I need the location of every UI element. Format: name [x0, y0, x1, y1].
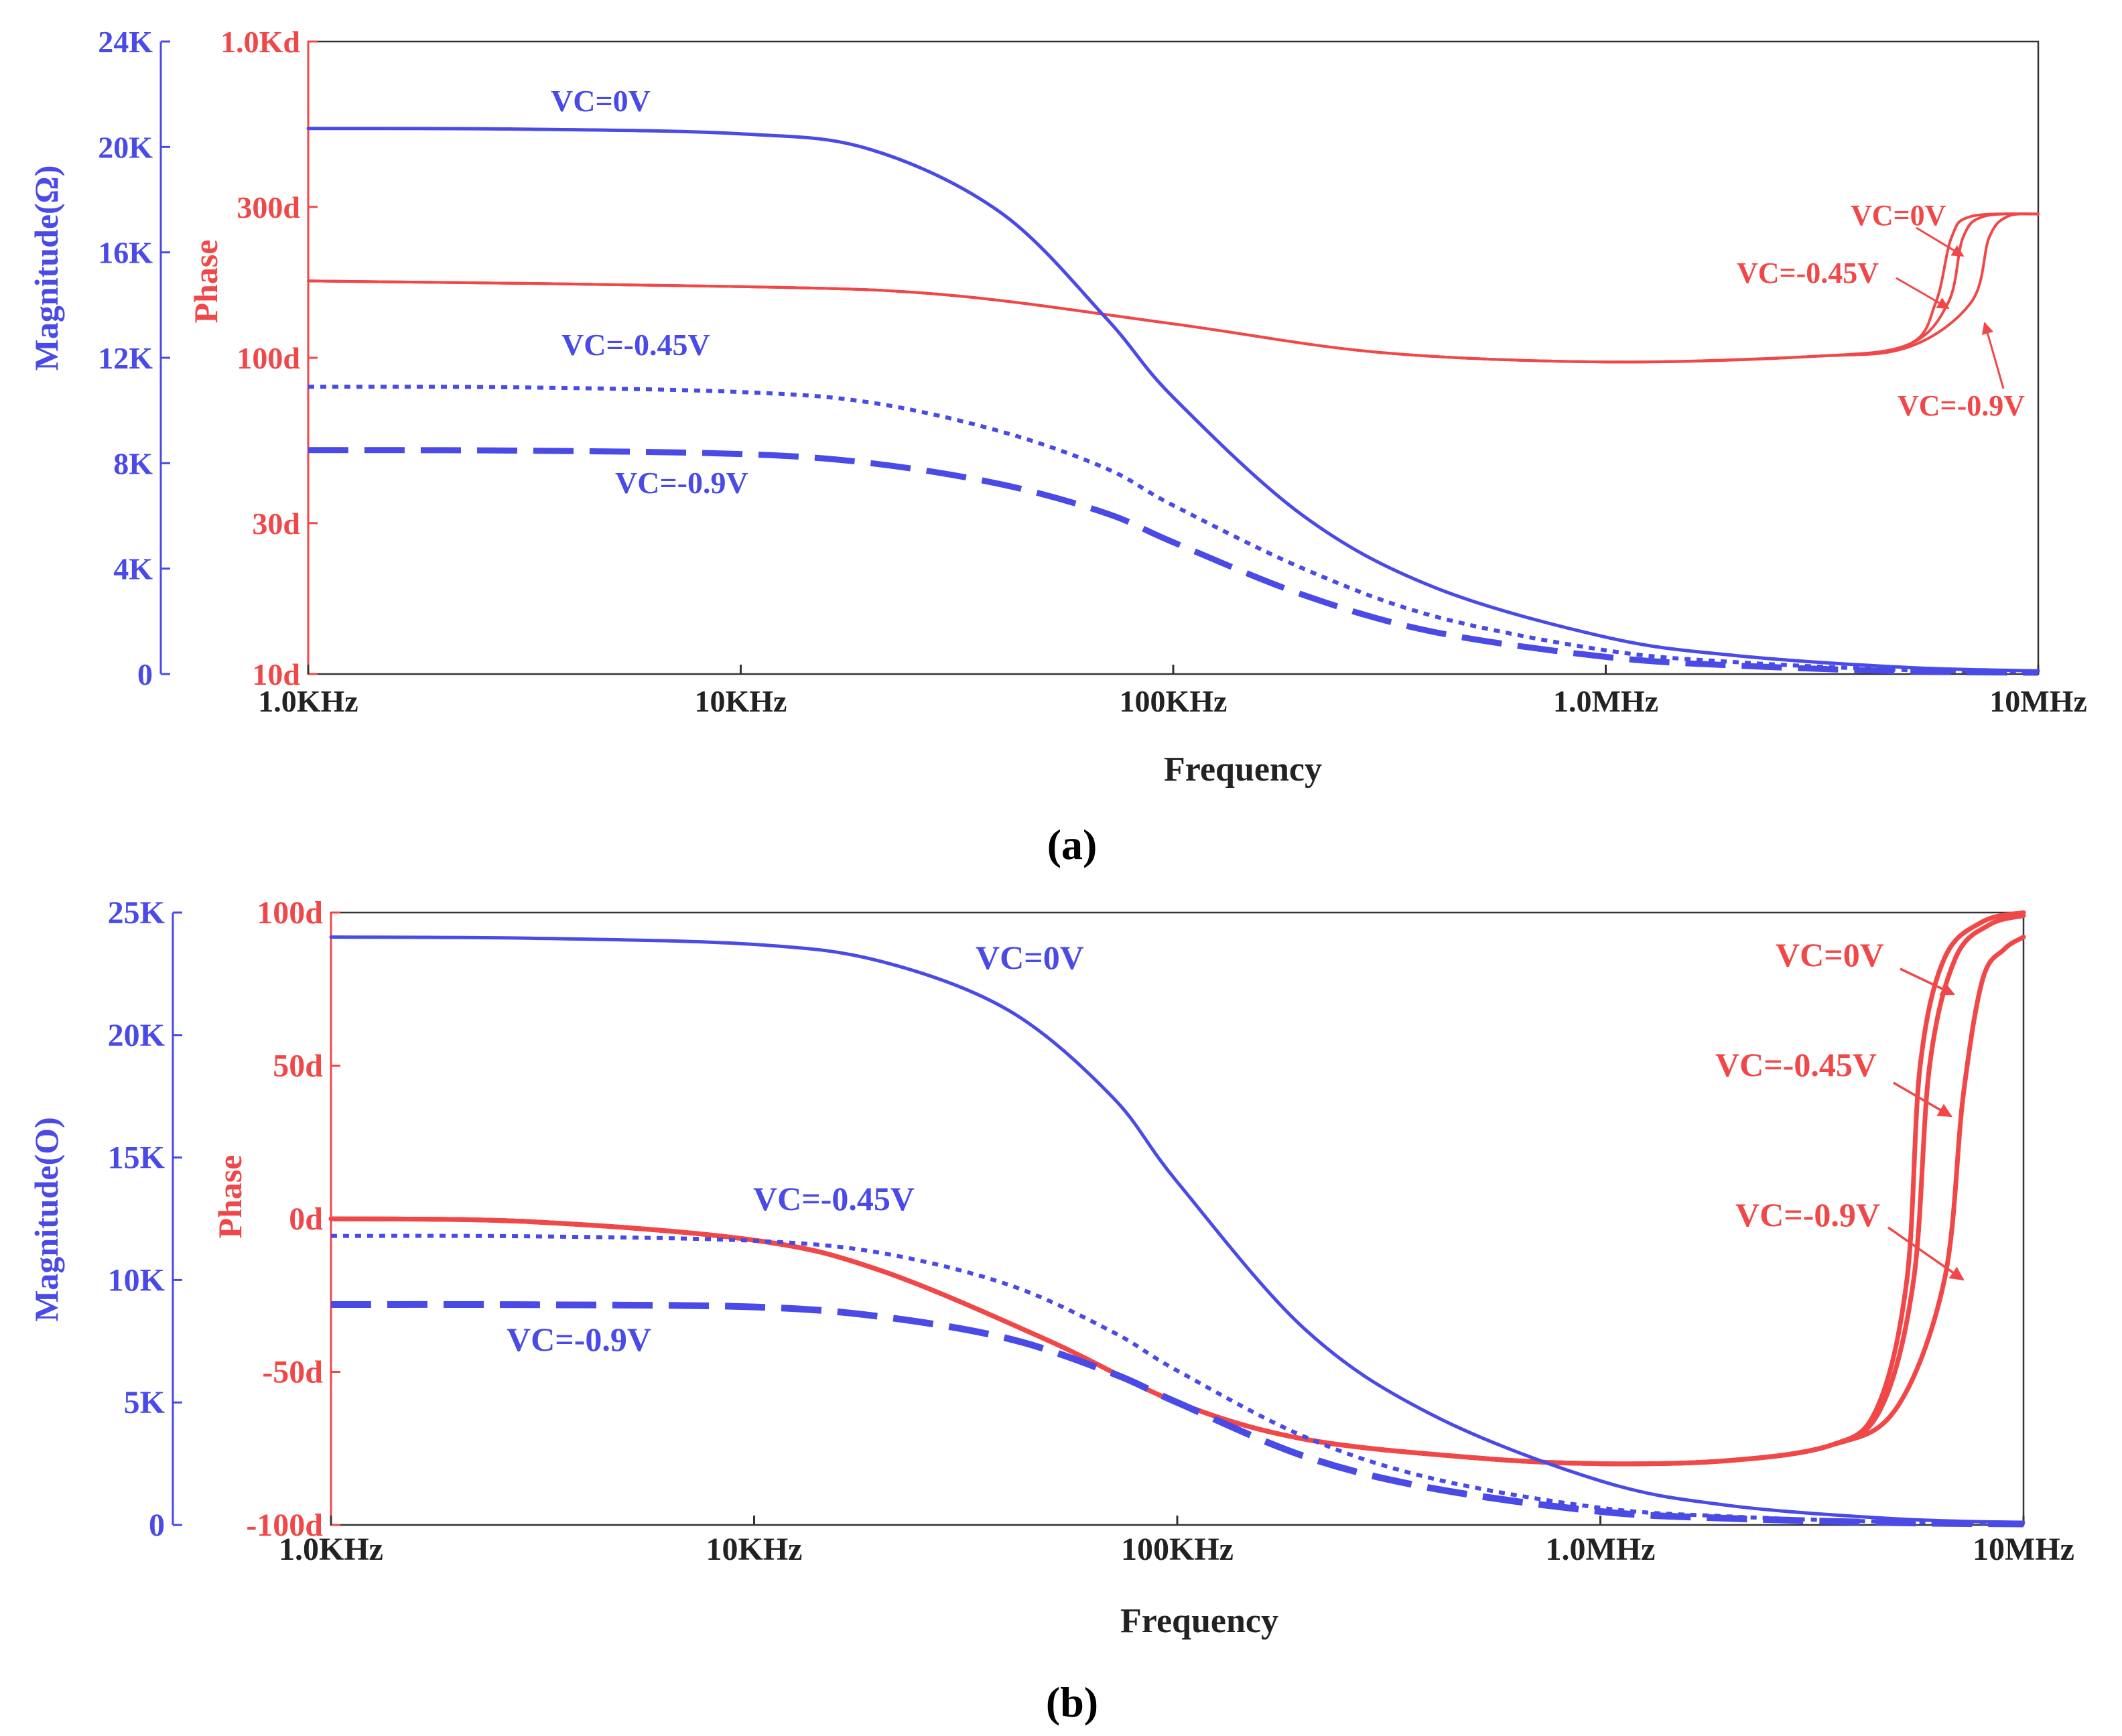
panel-a-magnitude-curve-vc-0-9v	[308, 447, 2039, 676]
panel-b-magnitude-tick-label: 15K	[108, 1140, 165, 1176]
panel-a-magnitude-curve-vc-0v	[306, 127, 2040, 673]
panel-b-frequency-tick-label: 10KHz	[706, 1532, 803, 1567]
panel-a-mag-label-vc09: VC=-0.9V	[615, 466, 748, 500]
panel-a-magnitude-tick-label: 12K	[98, 341, 153, 375]
panel-a-magnitude-tick-label: 8K	[113, 446, 153, 480]
panel-a-magnitude-curve-vc-0-45v	[308, 385, 2039, 674]
panel-b-phase-label-vc09: VC=-0.9V	[1735, 1196, 1880, 1233]
panel-a-phase-tick-label: 300d	[237, 190, 300, 224]
panel-a-phase-tick-label: 1.0Kd	[220, 25, 300, 59]
panel-b-frequency-tick-label: 10MHz	[1973, 1532, 2074, 1567]
panel-a-phase-label-vc0: VC=0V	[1851, 199, 1946, 232]
panel-a-frequency-axis-label: Frequency	[1164, 750, 1322, 789]
panel-a-phase-curve-vc-0-9v	[307, 212, 2040, 364]
panel-b-magnitude-tick-label: 10K	[108, 1262, 165, 1298]
panel-b-phase-tick-label: -100d	[246, 1508, 323, 1543]
panel-b-magnitude-tick-label: 25K	[108, 895, 165, 931]
panel-a-caption: (a)	[1047, 821, 1098, 868]
panel-b-curves	[328, 910, 2026, 1528]
panel-a-frequency-tick-label: 10KHz	[695, 684, 787, 718]
panel-a-frequency-tick-label: 10MHz	[1989, 684, 2087, 718]
panel-b-magnitude-tick-label: 5K	[124, 1385, 165, 1420]
panel-b-magnitude-curve-vc-0v	[329, 935, 2026, 1524]
panel-b-arrow-vc09	[1887, 1226, 1965, 1281]
panel-a-mag-label-vc0: VC=0V	[551, 84, 651, 118]
panel-a: 0 4K 8K 12K 16K 20K 24K 10d 30d 100d 300d 1.0Kd 1.…	[27, 25, 2087, 868]
panel-a-phase-label-vc045: VC=-0.45V	[1737, 257, 1879, 289]
panel-b-phase-tick-label: -50d	[262, 1355, 323, 1390]
panel-b-mag-label-vc045: VC=-0.45V	[753, 1180, 915, 1217]
panel-a-arrow-vc045	[1896, 277, 1950, 310]
panel-a-phase-tick-label: 100d	[237, 341, 300, 375]
panel-b-phase-label-vc045: VC=-0.45V	[1715, 1046, 1877, 1083]
panel-a-frequency-tick-label: 100KHz	[1120, 684, 1228, 718]
panel-b-frequency-axis-label: Frequency	[1120, 1602, 1278, 1640]
panel-a-magnitude-tick-label: 4K	[113, 552, 153, 586]
panel-a-magnitude-ticks: 0 4K 8K 12K 16K 20K 24K	[98, 25, 170, 691]
panel-a-magnitude-axis-label: Magnitude(Ω)	[27, 165, 65, 371]
panel-b-frequency-tick-label: 1.0MHz	[1546, 1532, 1656, 1567]
panel-b-frequency-ticks: 1.0KHz 10KHz 100KHz 1.0MHz 10MHz	[279, 1516, 2074, 1567]
panel-a-mag-label-vc045: VC=-0.45V	[561, 328, 710, 362]
panel-a-magnitude-tick-label: 20K	[98, 130, 153, 164]
panel-b-magnitude-curve-vc-0-45v	[330, 1233, 2024, 1526]
panel-a-curves	[306, 127, 2040, 676]
panel-b-frequency-tick-label: 100KHz	[1121, 1532, 1234, 1567]
panel-a-arrow-vc09	[1981, 322, 2005, 389]
panel-a-frequency-tick-label: 1.0MHz	[1553, 684, 1658, 718]
panel-b-phase-tick-label: 50d	[273, 1049, 323, 1084]
panel-b-phase-tick-label: 0d	[289, 1201, 323, 1237]
panel-a-magnitude-tick-label: 0	[137, 657, 153, 691]
panel-b-phase-label-vc0: VC=0V	[1776, 936, 1884, 974]
panel-a-frequency-ticks: 1.0KHz 10KHz 100KHz 1.0MHz 10MHz	[258, 665, 2087, 718]
panel-b-magnitude-axis-label: Magnitude(O)	[27, 1117, 65, 1322]
panel-a-frequency-tick-label: 1.0KHz	[258, 684, 358, 718]
panel-b-arrow-vc045	[1893, 1081, 1952, 1118]
panel-b-magnitude-ticks: 0 5K 10K 15K 20K 25K	[108, 895, 182, 1543]
panel-b-magnitude-tick-label: 20K	[108, 1018, 165, 1053]
panel-a-magnitude-tick-label: 24K	[98, 25, 153, 59]
panel-a-phase-axis-label: Phase	[187, 240, 224, 324]
panel-b-mag-label-vc09: VC=-0.9V	[507, 1321, 651, 1358]
panel-b-phase-curve-vc-0-45v	[328, 913, 2026, 1467]
panel-b: 0 5K 10K 15K 20K 25K -100d -50d 0d 50d 100d 1.0KH…	[27, 895, 2074, 1726]
panel-a-arrow-vc0	[1916, 226, 1965, 257]
panel-a-magnitude-tick-label: 16K	[98, 236, 153, 270]
panel-b-mag-label-vc0: VC=0V	[976, 939, 1084, 976]
panel-b-phase-tick-label: 100d	[257, 895, 323, 931]
panel-b-arrow-vc0	[1900, 967, 1955, 996]
panel-b-caption: (b)	[1046, 1678, 1098, 1726]
panel-a-phase-ticks: 10d 30d 100d 300d 1.0Kd	[220, 25, 318, 691]
panel-b-phase-curve-vc-0v	[328, 910, 2026, 1467]
panel-b-magnitude-curve-vc-0-9v	[330, 1300, 2024, 1528]
panel-b-phase-axis-label: Phase	[211, 1155, 249, 1239]
panel-a-phase-label-vc09: VC=-0.9V	[1898, 389, 2025, 422]
panel-b-phase-curve-vc-0-9v	[328, 935, 2026, 1467]
panel-a-phase-tick-label: 30d	[252, 507, 300, 541]
panel-b-phase-ticks: -100d -50d 0d 50d 100d	[246, 895, 340, 1543]
panel-b-frequency-tick-label: 1.0KHz	[279, 1532, 383, 1567]
panel-a-phase-tick-label: 10d	[252, 657, 300, 691]
panel-b-magnitude-tick-label: 0	[149, 1508, 165, 1543]
